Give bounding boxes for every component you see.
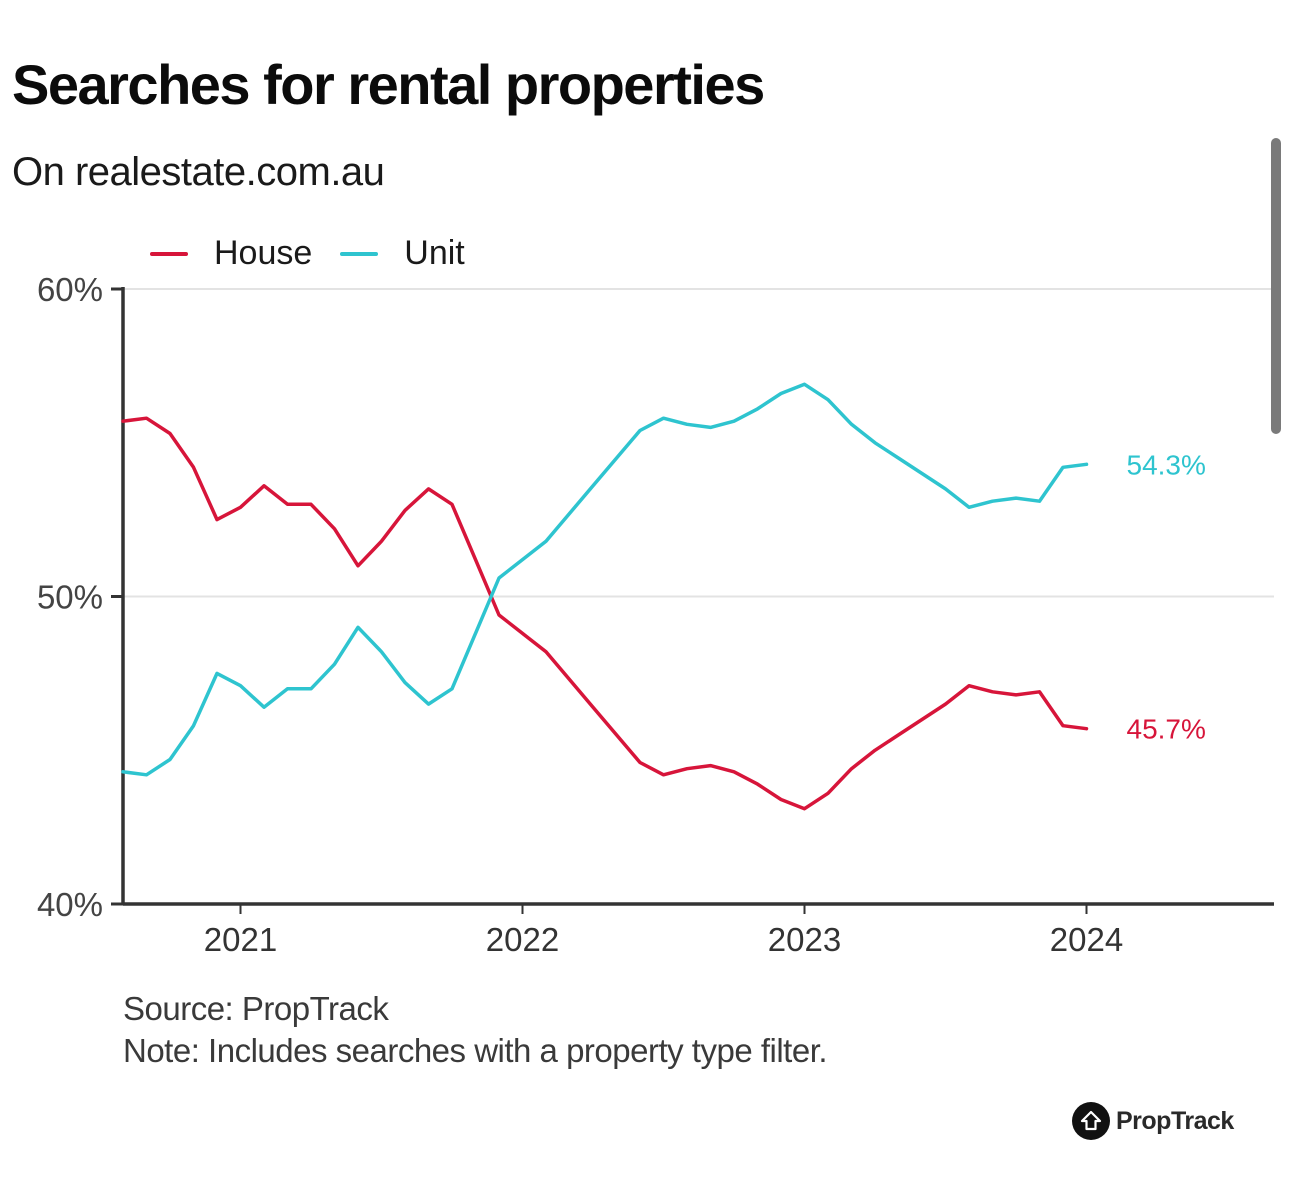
- legend-swatch-house: [150, 251, 188, 256]
- legend: House Unit: [150, 234, 493, 273]
- end-label-house: 45.7%: [1127, 714, 1206, 745]
- x-tick-label: 2024: [1050, 921, 1123, 958]
- proptrack-brand: PropTrack: [1072, 1102, 1234, 1140]
- x-tick-label: 2021: [204, 921, 277, 958]
- series-line-house: [121, 416, 1089, 811]
- house-arrow-icon: [1072, 1102, 1110, 1140]
- end-label-unit: 54.3%: [1127, 449, 1206, 480]
- y-tick-label: 50%: [37, 579, 103, 616]
- legend-swatch-unit: [340, 251, 379, 256]
- footnote: Note: Includes searches with a property …: [123, 1032, 828, 1069]
- legend-item-house[interactable]: House: [150, 234, 312, 273]
- legend-label-house: House: [214, 234, 313, 272]
- scrollbar[interactable]: [1271, 138, 1281, 434]
- legend-label-unit: Unit: [404, 234, 465, 272]
- chart-subtitle: On realestate.com.au: [12, 150, 385, 194]
- y-tick-label: 40%: [37, 886, 103, 923]
- y-tick-label: 60%: [37, 271, 103, 308]
- chart-title: Searches for rental properties: [12, 53, 765, 116]
- legend-item-unit[interactable]: Unit: [340, 234, 465, 273]
- x-tick-label: 2022: [486, 921, 559, 958]
- x-tick-label: 2023: [768, 921, 841, 958]
- source-note: Source: PropTrack: [123, 990, 389, 1027]
- brand-name: PropTrack: [1116, 1106, 1234, 1135]
- line-chart: 40% 50% 60% 2021 2022 2023 2024 45.7% 54.3%: [37, 271, 1274, 958]
- series-line-unit: [121, 382, 1089, 777]
